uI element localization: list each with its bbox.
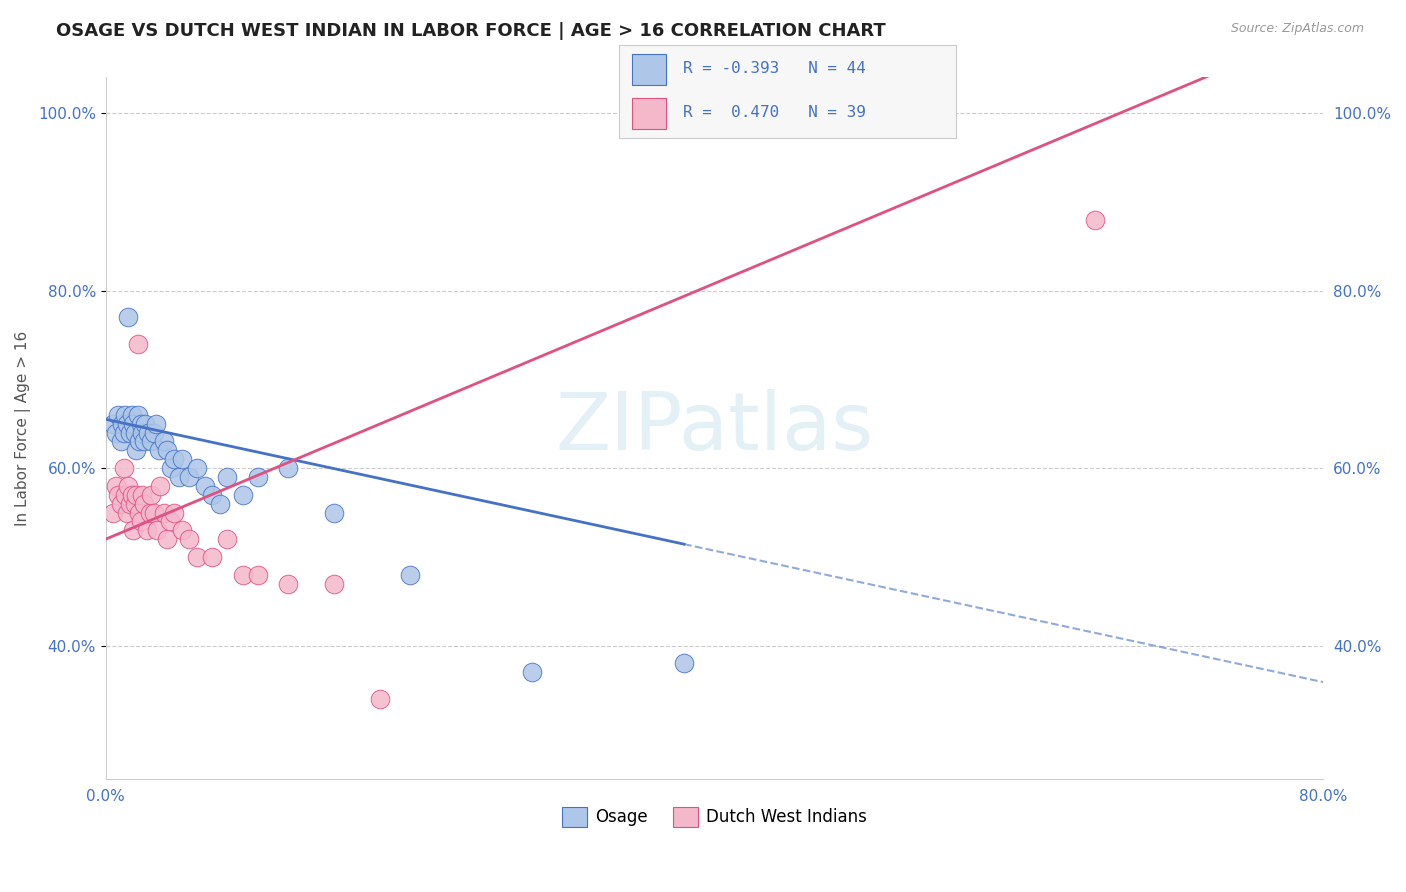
Bar xyxy=(633,54,666,85)
Point xyxy=(117,479,139,493)
Point xyxy=(152,434,174,449)
Point xyxy=(368,692,391,706)
Point xyxy=(135,523,157,537)
Point xyxy=(124,425,146,440)
Point xyxy=(107,488,129,502)
Point xyxy=(114,488,136,502)
Point xyxy=(232,488,254,502)
Point xyxy=(141,488,163,502)
Point xyxy=(148,443,170,458)
Point xyxy=(159,515,181,529)
Point xyxy=(149,479,172,493)
Point xyxy=(201,488,224,502)
Point xyxy=(124,497,146,511)
Point xyxy=(129,515,152,529)
Point xyxy=(277,461,299,475)
Text: OSAGE VS DUTCH WEST INDIAN IN LABOR FORCE | AGE > 16 CORRELATION CHART: OSAGE VS DUTCH WEST INDIAN IN LABOR FORC… xyxy=(56,22,886,40)
Point xyxy=(115,417,138,431)
Point xyxy=(160,461,183,475)
Point xyxy=(246,567,269,582)
Point xyxy=(103,506,125,520)
Point xyxy=(125,488,148,502)
Text: Source: ZipAtlas.com: Source: ZipAtlas.com xyxy=(1230,22,1364,36)
Point xyxy=(143,425,166,440)
Point xyxy=(117,310,139,325)
Point xyxy=(232,567,254,582)
Point xyxy=(131,425,153,440)
Point xyxy=(128,434,150,449)
Point xyxy=(121,488,143,502)
Point xyxy=(122,417,145,431)
Point xyxy=(217,470,239,484)
Point xyxy=(114,408,136,422)
Point xyxy=(128,506,150,520)
Point xyxy=(277,576,299,591)
Point xyxy=(163,452,186,467)
Point xyxy=(323,506,346,520)
Point xyxy=(520,665,543,680)
Point xyxy=(217,532,239,546)
Point xyxy=(134,417,156,431)
Point xyxy=(121,408,143,422)
Point xyxy=(115,506,138,520)
Point xyxy=(127,408,149,422)
Point xyxy=(110,497,132,511)
Point xyxy=(139,506,162,520)
Point xyxy=(208,497,231,511)
Point xyxy=(127,336,149,351)
Point xyxy=(145,417,167,431)
Point xyxy=(170,523,193,537)
Point xyxy=(132,434,155,449)
Point xyxy=(194,479,217,493)
Bar xyxy=(633,98,666,129)
Point xyxy=(186,461,208,475)
Point xyxy=(170,452,193,467)
Point xyxy=(323,576,346,591)
Point xyxy=(132,497,155,511)
Point xyxy=(125,443,148,458)
Point xyxy=(152,506,174,520)
Point xyxy=(110,434,132,449)
Point xyxy=(122,523,145,537)
Text: R =  0.470   N = 39: R = 0.470 N = 39 xyxy=(683,105,866,120)
Point xyxy=(1084,212,1107,227)
Legend: Osage, Dutch West Indians: Osage, Dutch West Indians xyxy=(555,800,873,834)
Point xyxy=(163,506,186,520)
Point xyxy=(179,470,201,484)
Point xyxy=(179,532,201,546)
Text: R = -0.393   N = 44: R = -0.393 N = 44 xyxy=(683,62,866,77)
Point xyxy=(141,434,163,449)
Point xyxy=(112,425,135,440)
Point xyxy=(201,549,224,564)
Point xyxy=(167,470,190,484)
Point xyxy=(673,657,696,671)
Point xyxy=(112,461,135,475)
Text: ZIPatlas: ZIPatlas xyxy=(555,389,873,467)
Point xyxy=(105,425,128,440)
Point xyxy=(118,497,141,511)
Point xyxy=(111,417,134,431)
Point xyxy=(107,408,129,422)
Point xyxy=(146,523,169,537)
Point xyxy=(105,479,128,493)
Point xyxy=(131,488,153,502)
Point xyxy=(103,417,125,431)
Point xyxy=(155,443,177,458)
Point xyxy=(118,425,141,440)
Point xyxy=(246,470,269,484)
Point xyxy=(155,532,177,546)
Point xyxy=(143,506,166,520)
Point xyxy=(399,567,422,582)
Y-axis label: In Labor Force | Age > 16: In Labor Force | Age > 16 xyxy=(15,331,31,525)
Point xyxy=(136,425,159,440)
Point xyxy=(186,549,208,564)
Point xyxy=(129,417,152,431)
